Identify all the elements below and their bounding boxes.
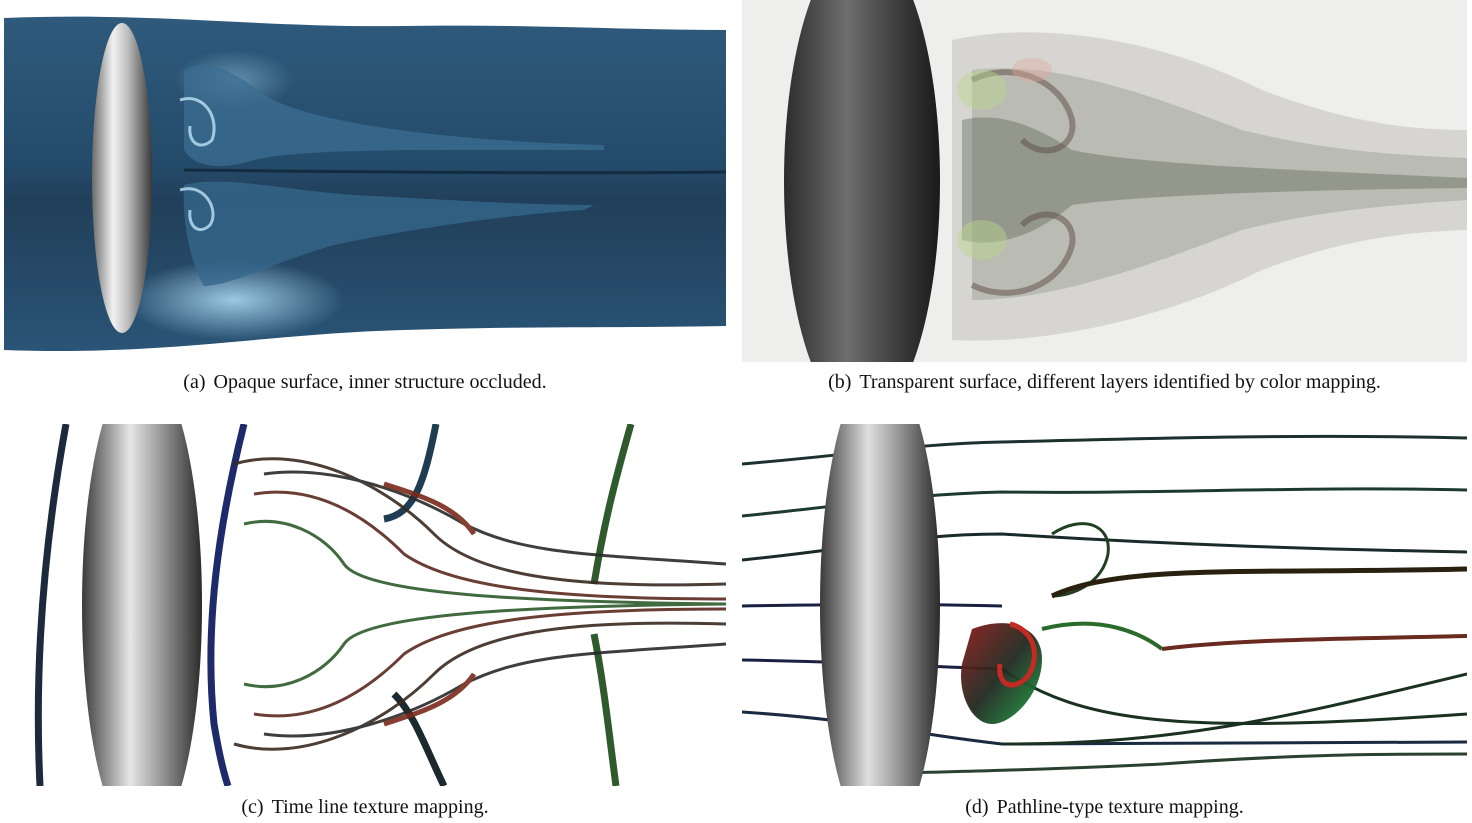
- figure-panel-c: [4, 424, 726, 786]
- caption-text-a: Opaque surface, inner structure occluded…: [213, 371, 547, 393]
- ellipsoid-obstacle: [820, 424, 940, 786]
- transparent-surface-render: [784, 0, 1467, 362]
- caption-text-b: Transparent surface, different layers id…: [859, 371, 1381, 393]
- ellipsoid-obstacle: [784, 0, 940, 362]
- caption-label-d: (d): [965, 796, 989, 818]
- caption-a: (a) Opaque surface, inner structure occlu…: [4, 371, 726, 394]
- figure-panel-d: [742, 424, 1467, 786]
- ellipsoid-obstacle: [92, 23, 152, 333]
- caption-b: (b) Transparent surface, different layers…: [742, 371, 1467, 394]
- caption-label-b: (b): [828, 371, 852, 393]
- caption-label-a: (a): [183, 371, 206, 393]
- caption-c: (c) Time line texture mapping.: [4, 796, 726, 819]
- ellipsoid-obstacle: [82, 424, 202, 786]
- figure-panel-a: [4, 0, 726, 362]
- figure-panel-b: [742, 0, 1467, 362]
- caption-text-d: Pathline-type texture mapping.: [996, 796, 1244, 818]
- timeline-texture-render: [34, 424, 726, 786]
- caption-d: (d) Pathline-type texture mapping.: [742, 796, 1467, 819]
- caption-label-c: (c): [241, 796, 264, 818]
- caption-text-c: Time line texture mapping.: [271, 796, 489, 818]
- opaque-surface-render: [4, 16, 726, 352]
- pathline-texture-render: [742, 424, 1467, 786]
